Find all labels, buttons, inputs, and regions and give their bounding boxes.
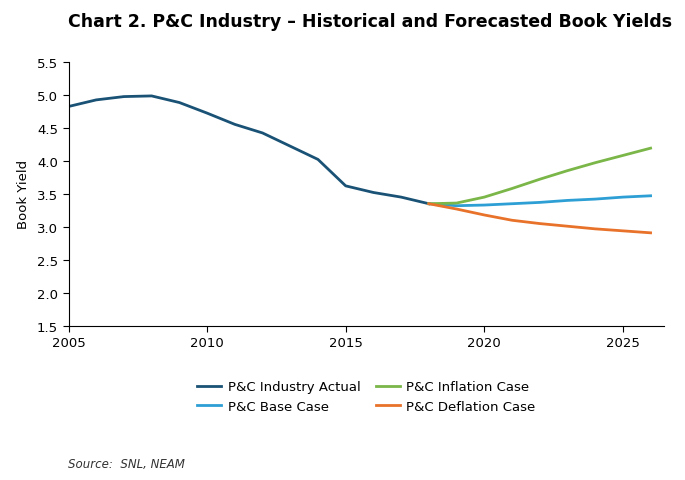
P&C Deflation Case: [536, 221, 544, 227]
P&C Inflation Case: [536, 177, 544, 183]
P&C Industry Actual: [425, 202, 433, 207]
P&C Deflation Case: [425, 202, 433, 207]
P&C Inflation Case: [425, 202, 433, 207]
P&C Base Case: [480, 203, 488, 208]
P&C Industry Actual: [64, 105, 73, 110]
P&C Deflation Case: [619, 228, 627, 234]
P&C Inflation Case: [647, 146, 655, 152]
P&C Deflation Case: [480, 213, 488, 218]
P&C Base Case: [508, 202, 516, 207]
P&C Inflation Case: [619, 153, 627, 159]
P&C Industry Actual: [147, 94, 155, 100]
P&C Base Case: [563, 198, 571, 204]
P&C Industry Actual: [286, 144, 295, 150]
P&C Industry Actual: [369, 190, 377, 196]
P&C Inflation Case: [453, 201, 461, 206]
P&C Base Case: [425, 202, 433, 207]
P&C Base Case: [591, 197, 599, 203]
P&C Inflation Case: [591, 160, 599, 166]
P&C Base Case: [647, 193, 655, 199]
P&C Base Case: [453, 204, 461, 209]
P&C Industry Actual: [120, 95, 128, 100]
Line: P&C Base Case: P&C Base Case: [429, 196, 651, 206]
P&C Inflation Case: [508, 186, 516, 192]
Y-axis label: Book Yield: Book Yield: [17, 160, 30, 229]
P&C Industry Actual: [92, 98, 100, 104]
Line: P&C Deflation Case: P&C Deflation Case: [429, 204, 651, 233]
P&C Deflation Case: [591, 227, 599, 232]
Line: P&C Inflation Case: P&C Inflation Case: [429, 149, 651, 204]
P&C Industry Actual: [203, 111, 211, 117]
P&C Deflation Case: [453, 207, 461, 213]
P&C Industry Actual: [175, 100, 184, 106]
Text: Chart 2. P&C Industry – Historical and Forecasted Book Yields: Chart 2. P&C Industry – Historical and F…: [68, 13, 673, 31]
P&C Industry Actual: [258, 131, 266, 137]
P&C Base Case: [536, 200, 544, 206]
Text: Source:  SNL, NEAM: Source: SNL, NEAM: [68, 457, 186, 470]
P&C Base Case: [619, 195, 627, 201]
P&C Deflation Case: [647, 230, 655, 236]
P&C Industry Actual: [342, 184, 350, 190]
P&C Industry Actual: [314, 157, 322, 163]
P&C Inflation Case: [480, 195, 488, 201]
Line: P&C Industry Actual: P&C Industry Actual: [68, 97, 429, 204]
P&C Inflation Case: [563, 168, 571, 174]
P&C Deflation Case: [563, 224, 571, 229]
P&C Industry Actual: [397, 195, 406, 201]
P&C Industry Actual: [231, 122, 239, 128]
P&C Deflation Case: [508, 218, 516, 224]
Legend: P&C Industry Actual, P&C Base Case, P&C Inflation Case, P&C Deflation Case: P&C Industry Actual, P&C Base Case, P&C …: [197, 381, 536, 413]
